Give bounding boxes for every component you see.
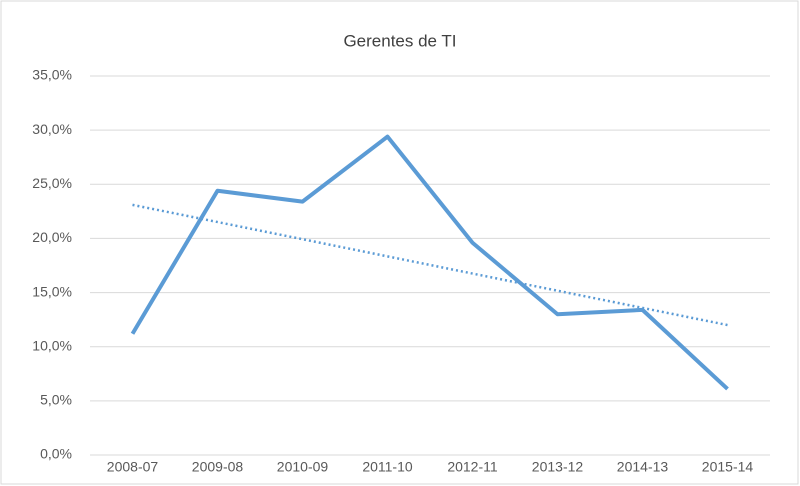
y-tick-label: 10,0% — [32, 337, 72, 353]
y-tick-label: 25,0% — [32, 175, 72, 191]
chart-title: Gerentes de TI — [343, 31, 456, 50]
x-tick-label: 2011-10 — [362, 459, 413, 475]
x-tick-label: 2013-12 — [532, 459, 584, 475]
trend-line — [132, 203, 728, 327]
x-tick-label: 2008-07 — [107, 459, 159, 475]
x-tick-label: 2009-08 — [192, 459, 244, 475]
x-tick-label: 2010-09 — [277, 459, 329, 475]
y-tick-label: 0,0% — [40, 446, 72, 462]
y-tick-label: 5,0% — [40, 392, 72, 408]
y-tick-label: 35,0% — [32, 67, 72, 83]
x-tick-label: 2015-14 — [702, 459, 754, 475]
x-tick-label: 2012-11 — [447, 459, 498, 475]
line — [130, 134, 729, 391]
y-tick-label: 15,0% — [32, 283, 72, 299]
y-tick-label: 20,0% — [32, 229, 72, 245]
x-tick-label: 2014-13 — [617, 459, 669, 475]
y-tick-label: 30,0% — [32, 121, 72, 137]
